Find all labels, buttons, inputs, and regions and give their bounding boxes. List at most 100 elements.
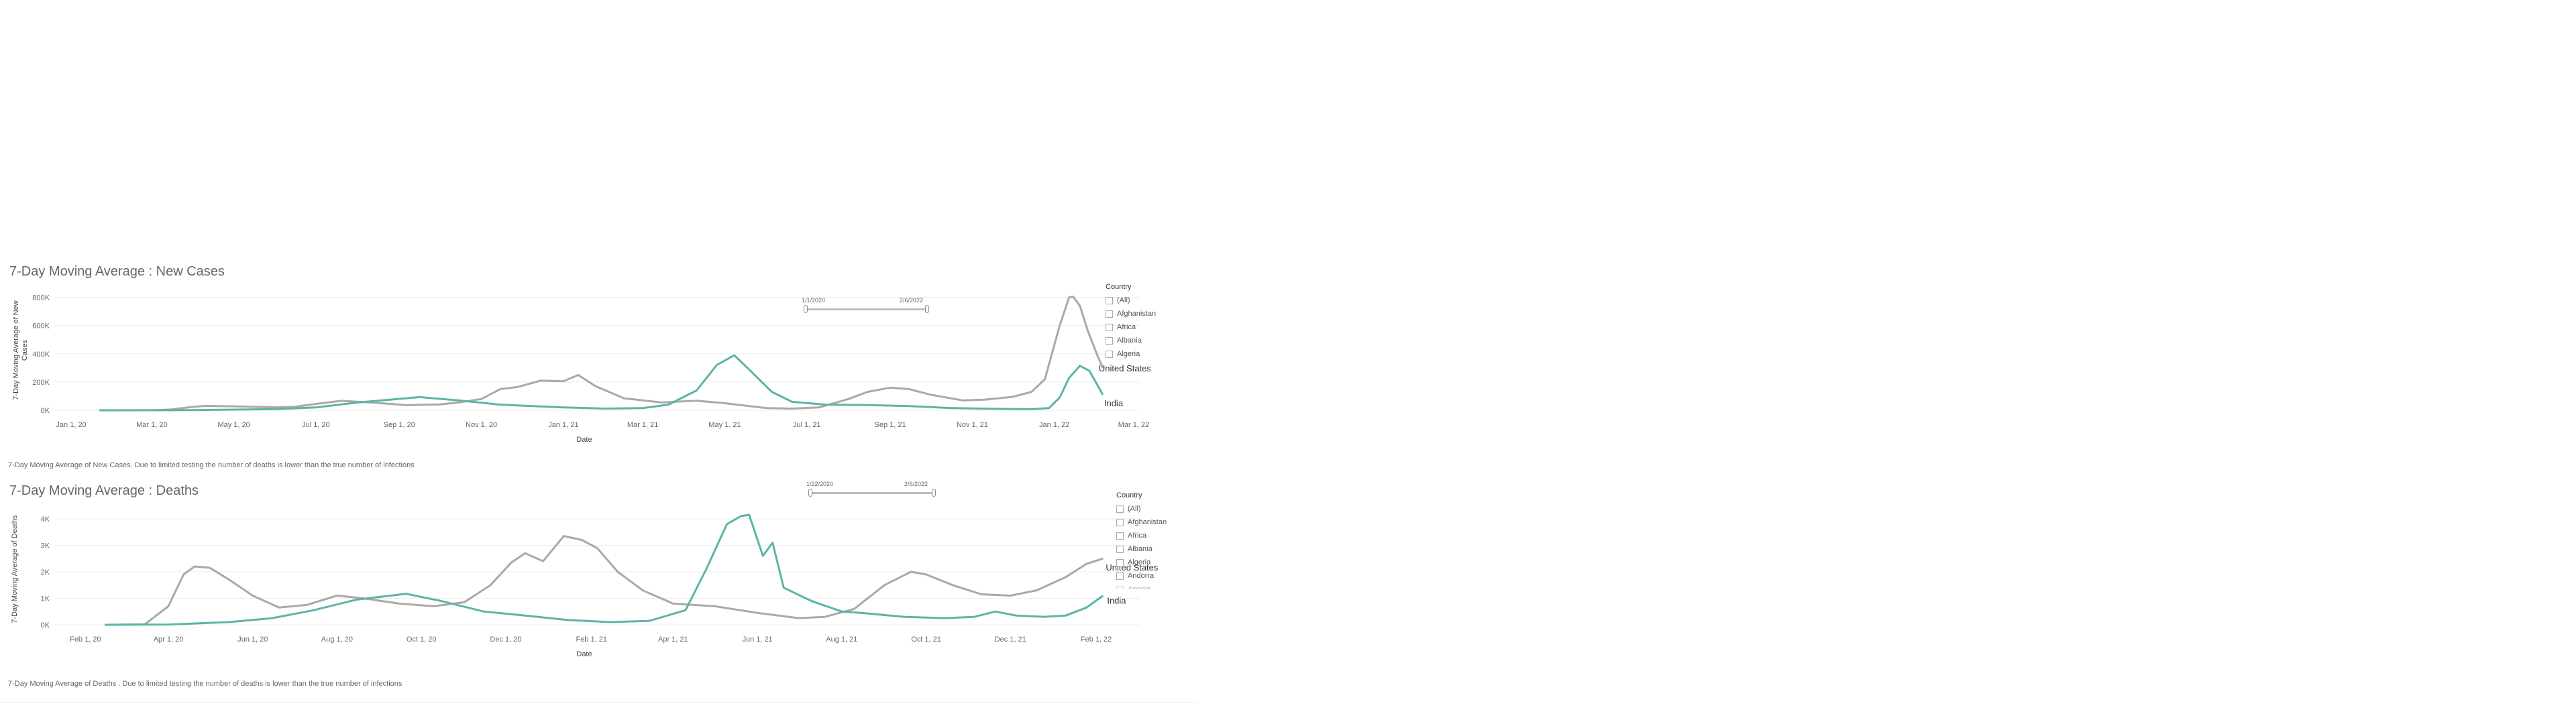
x-tick-label: May 1, 20 — [218, 421, 250, 429]
country-filter-option[interactable]: (All) — [1116, 502, 1167, 516]
country-filter-option-label: Angola — [1128, 585, 1151, 589]
x-tick-label: Nov 1, 21 — [957, 421, 988, 429]
y-tick-label: 200K — [32, 379, 50, 387]
country-filter-option[interactable]: Angola — [1116, 583, 1167, 589]
checkbox-icon[interactable] — [1106, 337, 1113, 345]
checkbox-icon[interactable] — [1116, 505, 1124, 513]
checkbox-icon[interactable] — [1106, 296, 1113, 304]
x-tick-label: Nov 1, 20 — [466, 421, 497, 429]
series-line-india[interactable] — [105, 514, 1104, 626]
y-tick-label: 2K — [41, 568, 50, 577]
chart1-footnote: 7-Day Moving Average of New Cases. Due t… — [8, 461, 415, 469]
series-end-label: India — [1104, 398, 1124, 408]
country-filter-option[interactable]: Afghanistan — [1106, 307, 1156, 320]
y-tick-label: 400K — [32, 351, 50, 359]
chart1-date-range-slider[interactable]: 1/1/2020 2/6/2022 — [802, 297, 936, 313]
series-line-united-states[interactable] — [99, 296, 1104, 412]
x-tick-label: Jan 1, 22 — [1039, 421, 1069, 429]
country-filter-option[interactable]: Afghanistan — [1116, 516, 1167, 529]
chart2-filter-title: Country — [1116, 491, 1142, 499]
chart1-slider-end-handle[interactable] — [925, 305, 929, 313]
series-end-label: India — [1107, 596, 1126, 606]
checkbox-icon[interactable] — [1116, 558, 1124, 566]
country-filter-option-label: Andorra — [1128, 572, 1155, 580]
country-filter-option[interactable]: Algeria — [1116, 556, 1167, 569]
x-tick-label: Feb 1, 20 — [70, 636, 101, 644]
x-tick-label: Oct 1, 21 — [911, 636, 941, 644]
chart1-country-filter: Country (All) Afghanistan Africa Albania Alg… — [1106, 283, 1156, 361]
x-tick-label: Dec 1, 21 — [995, 636, 1026, 644]
x-tick-label: Feb 1, 22 — [1081, 636, 1112, 644]
series-line-india[interactable] — [99, 354, 1104, 412]
y-tick-label: 0K — [41, 621, 50, 629]
country-filter-option[interactable]: (All) — [1106, 294, 1156, 307]
series-end-label: United States — [1099, 363, 1152, 373]
chart2-date-range-slider[interactable]: 1/22/2020 2/6/2022 — [806, 481, 941, 497]
checkbox-icon[interactable] — [1106, 310, 1113, 318]
y-tick-label: 3K — [41, 542, 50, 550]
x-tick-label: Jan 1, 21 — [548, 421, 578, 429]
checkbox-icon[interactable] — [1116, 518, 1124, 526]
x-tick-label: Aug 1, 21 — [826, 636, 857, 644]
x-tick-label: Mar 1, 20 — [136, 421, 167, 429]
x-tick-label: Mar 1, 21 — [627, 421, 658, 429]
country-filter-option[interactable]: Algeria — [1106, 347, 1156, 361]
x-tick-label: Mar 1, 22 — [1118, 421, 1149, 429]
x-tick-label: Jul 1, 20 — [302, 421, 330, 429]
chart1-slider-track[interactable] — [806, 308, 927, 310]
chart2-slider-start-label: 1/22/2020 — [806, 481, 834, 487]
country-filter-option-label: Algeria — [1117, 350, 1140, 358]
x-tick-label: Dec 1, 20 — [490, 636, 521, 644]
x-tick-label: Feb 1, 21 — [576, 636, 606, 644]
chart1-title: 7-Day Moving Average : New Cases — [9, 264, 225, 279]
chart2-footnote: 7-Day Moving Average of Deaths . Due to … — [8, 680, 402, 688]
x-tick-label: Jun 1, 20 — [237, 636, 268, 644]
y-tick-label: 800K — [32, 294, 50, 302]
country-filter-option-label: Africa — [1117, 323, 1136, 331]
chart2-slider-start-handle[interactable] — [808, 489, 812, 497]
country-filter-option[interactable]: Andorra — [1116, 569, 1167, 583]
country-filter-option-label: (All) — [1128, 505, 1141, 513]
country-filter-option-label: Algeria — [1128, 558, 1151, 566]
x-tick-label: Jul 1, 21 — [793, 421, 821, 429]
x-tick-label: Oct 1, 20 — [407, 636, 437, 644]
country-filter-option[interactable]: Albania — [1106, 334, 1156, 347]
x-tick-label: Jan 1, 20 — [56, 421, 86, 429]
country-filter-option-label: Albania — [1117, 337, 1142, 345]
country-filter-option-label: (All) — [1117, 296, 1130, 304]
chart2-slider-end-label: 2/6/2022 — [904, 481, 928, 487]
checkbox-icon[interactable] — [1106, 350, 1113, 358]
x-tick-label: Aug 1, 20 — [321, 636, 353, 644]
y-tick-label: 1K — [41, 595, 50, 603]
checkbox-icon[interactable] — [1116, 532, 1124, 540]
chart1-slider-start-handle[interactable] — [804, 305, 808, 313]
chart2-title: 7-Day Moving Average : Deaths — [9, 483, 199, 498]
x-axis-title: Date — [576, 436, 592, 444]
x-tick-label: Sep 1, 20 — [384, 421, 415, 429]
chart2-country-filter: Country (All) Afghanistan Africa Albania Alg… — [1116, 491, 1167, 589]
country-filter-option[interactable]: Africa — [1106, 320, 1156, 334]
deaths-chart: 0K 1K 2K 3K 4K Feb 1, 20 Apr 1, 20 Jun 1, 20 Aug… — [11, 514, 1159, 658]
checkbox-icon[interactable] — [1116, 585, 1124, 589]
y-axis-title: 7-Day Moving Average of Deaths — [11, 515, 19, 623]
checkbox-icon[interactable] — [1116, 545, 1124, 553]
country-filter-option-label: Africa — [1128, 532, 1147, 540]
chart2-slider-track[interactable] — [811, 492, 934, 494]
country-filter-option[interactable]: Albania — [1116, 542, 1167, 556]
chart1-slider-start-label: 1/1/2020 — [802, 297, 826, 304]
y-axis-title: 7-Day Moving Average of NewCases — [12, 300, 29, 400]
new-cases-chart: 0K 200K 400K 600K 800K Jan 1, 20 Mar 1, 20 May … — [12, 294, 1152, 444]
checkbox-icon[interactable] — [1106, 323, 1113, 331]
series-line-united-states[interactable] — [105, 535, 1104, 626]
checkbox-icon[interactable] — [1116, 572, 1124, 580]
x-tick-label: Apr 1, 21 — [658, 636, 688, 644]
country-filter-option[interactable]: Africa — [1116, 529, 1167, 542]
x-tick-label: May 1, 21 — [708, 421, 741, 429]
x-axis-title: Date — [576, 650, 592, 658]
country-filter-option-label: Albania — [1128, 545, 1152, 553]
x-tick-label: Apr 1, 20 — [154, 636, 184, 644]
chart1-filter-title: Country — [1106, 283, 1132, 291]
country-filter-option-label: Afghanistan — [1117, 310, 1157, 318]
country-filter-option-label: Afghanistan — [1128, 518, 1167, 526]
chart2-slider-end-handle[interactable] — [932, 489, 936, 497]
